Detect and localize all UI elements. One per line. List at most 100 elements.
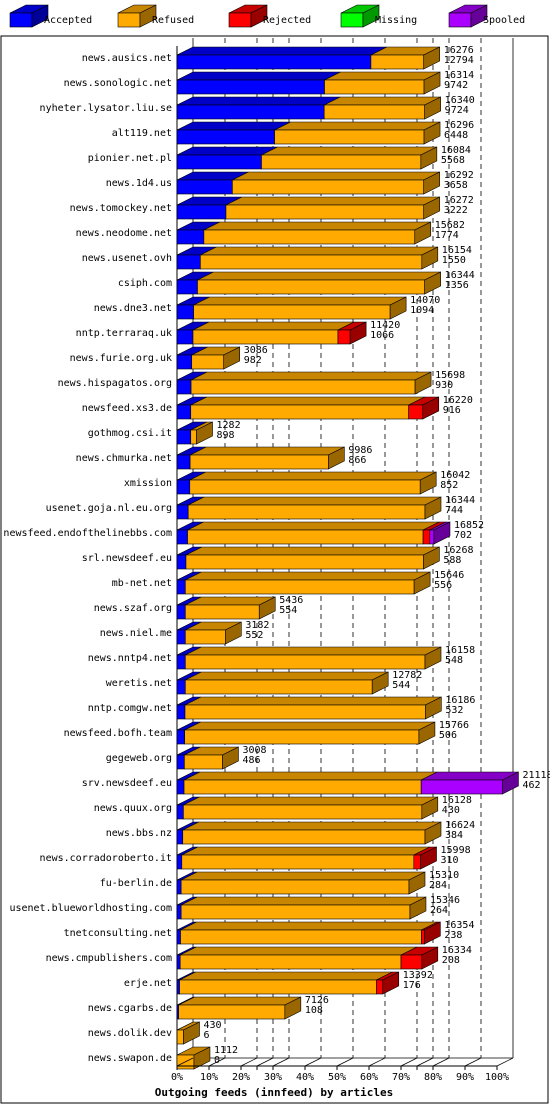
value-offered: 15766	[439, 720, 469, 731]
value-offered: 16268	[443, 545, 473, 556]
bar-accepted	[176, 279, 198, 295]
bar-refused	[185, 679, 373, 695]
bar-refused	[232, 179, 425, 195]
value-accepted: 1774	[435, 230, 459, 241]
bar-refused-side	[222, 746, 239, 770]
value-accepted: 384	[445, 830, 463, 841]
bar-refused-top	[181, 896, 427, 906]
value-accepted: 930	[435, 380, 453, 391]
value-accepted: 176	[403, 980, 421, 991]
bar-refused-side	[284, 996, 302, 1020]
bar-accepted	[176, 529, 188, 545]
legend-label-missing: Missing	[375, 15, 417, 26]
bar-refused	[180, 879, 410, 895]
row-label: news.szaf.org	[94, 603, 172, 614]
value-accepted: 0	[214, 1055, 220, 1066]
bar-refused	[370, 54, 425, 70]
legend-swatch-rejected-side	[250, 4, 268, 28]
bar-accepted	[176, 304, 194, 320]
value-accepted: 1094	[410, 305, 434, 316]
x-tick-depth	[496, 1057, 514, 1067]
bar-accepted	[176, 979, 180, 995]
bar-refused-side	[424, 821, 442, 845]
value-accepted: 238	[444, 930, 462, 941]
bar-refused	[261, 154, 422, 170]
value-accepted: 5568	[441, 155, 465, 166]
bar-refused-side	[371, 671, 389, 695]
bar-rejected	[337, 329, 351, 345]
bar-accepted	[176, 879, 182, 895]
bar-refused-top	[225, 196, 440, 206]
value-accepted: 982	[244, 355, 262, 366]
bar-refused-top	[190, 396, 425, 406]
row-label: news.dne3.net	[94, 303, 172, 314]
bar-rejected-side	[422, 396, 440, 420]
bar-accepted	[176, 854, 183, 870]
row-label: news.niel.me	[100, 628, 172, 639]
bar-refused	[176, 1029, 184, 1045]
bar-refused	[190, 429, 197, 445]
x-tick-depth	[368, 1057, 386, 1067]
value-offered: 16158	[445, 645, 475, 656]
value-offered: 16220	[443, 395, 473, 406]
bar-refused-side	[409, 896, 427, 920]
bar-refused-side	[183, 1021, 200, 1045]
bar-refused-top	[192, 321, 355, 331]
bar-rejected-side	[424, 921, 441, 945]
bar-refused	[324, 79, 425, 95]
bar-refused-top	[187, 521, 440, 531]
bar-accepted	[176, 429, 192, 445]
bar-refused-top	[185, 671, 389, 681]
row-label: fu-berlin.de	[100, 878, 172, 889]
row-label: usenet.blueworldhosting.com	[9, 903, 172, 914]
bar-refused	[187, 529, 424, 545]
value-accepted: 532	[445, 705, 463, 716]
x-tick-depth	[336, 1057, 354, 1067]
x-tick-label: 50%	[328, 1072, 346, 1083]
bar-refused	[184, 729, 420, 745]
x-tick-label: 0%	[171, 1072, 183, 1083]
bar-refused-side	[414, 371, 432, 395]
bar-accepted	[176, 829, 184, 845]
row-label: news.ausics.net	[82, 53, 172, 64]
bar-refused	[185, 654, 426, 670]
value-accepted: 108	[305, 1005, 323, 1016]
value-offered: 16852	[454, 520, 484, 531]
value-accepted: 3658	[444, 180, 468, 191]
row-label: usenet.goja.nl.eu.org	[46, 503, 172, 514]
value-offered: 3182	[245, 620, 269, 631]
value-offered: 15998	[441, 845, 471, 856]
x-tick-depth	[240, 1057, 258, 1067]
bar-refused-side	[413, 571, 431, 595]
legend-label-spooled: Spooled	[483, 15, 525, 26]
value-accepted: 6	[203, 1030, 209, 1041]
bar-accepted	[176, 704, 186, 720]
bar-refused-side	[258, 596, 276, 620]
bar-accepted	[176, 629, 186, 645]
bar-refused-side	[196, 421, 213, 445]
row-label: news.hispagatos.org	[58, 378, 172, 389]
bar-refused	[183, 804, 423, 820]
value-accepted: 462	[522, 780, 540, 791]
value-offered: 16296	[444, 120, 474, 131]
x-tick-depth	[464, 1057, 482, 1067]
value-offered: 15646	[434, 570, 464, 581]
legend-label-rejected: Rejected	[263, 15, 311, 26]
row-label: news.dolik.dev	[88, 1028, 172, 1039]
bar-refused-top	[180, 946, 418, 956]
